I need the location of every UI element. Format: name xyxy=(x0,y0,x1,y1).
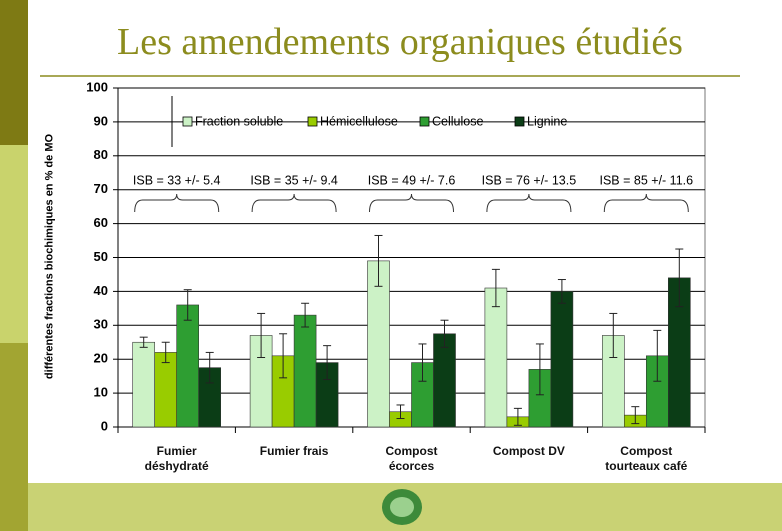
legend-label: Lignine xyxy=(527,114,567,128)
x-tick-label: Compost écorces xyxy=(385,444,438,473)
side-band xyxy=(0,343,28,531)
legend-swatch xyxy=(307,116,318,127)
bar xyxy=(176,304,199,428)
x-tick-label: Fumier déshydraté xyxy=(144,444,209,473)
side-band xyxy=(0,145,28,343)
y-tick-label: 50 xyxy=(94,249,108,264)
x-tick-label: Fumier frais xyxy=(259,444,329,458)
annotation: ISB = 85 +/- 11.6 xyxy=(600,173,694,187)
annotation: ISB = 49 +/- 7.6 xyxy=(368,173,456,187)
bar xyxy=(132,341,155,428)
y-tick-label: 100 xyxy=(86,79,108,94)
y-tick-label: 20 xyxy=(94,351,108,366)
brace xyxy=(486,193,572,213)
legend-label: Hémicellulose xyxy=(320,114,398,128)
annotation: ISB = 76 +/- 13.5 xyxy=(482,173,577,187)
y-tick-label: 40 xyxy=(94,283,108,298)
y-tick-label: 0 xyxy=(101,418,108,433)
annotation: ISB = 35 +/- 9.4 xyxy=(250,173,338,187)
brace xyxy=(251,193,337,213)
y-tick-label: 90 xyxy=(94,113,108,128)
legend-label: Fraction soluble xyxy=(195,114,283,128)
brace xyxy=(134,193,220,213)
title: Les amendements organiques étudiés xyxy=(117,21,683,63)
logo xyxy=(390,497,414,517)
y-tick-label: 70 xyxy=(94,181,108,196)
y-tick-label: 10 xyxy=(94,385,108,400)
legend-label: Cellulose xyxy=(432,114,483,128)
x-tick-label: Compost DV xyxy=(492,444,565,458)
x-tick-label: Compost tourteaux café xyxy=(605,444,688,473)
annotation: ISB = 33 +/- 5.4 xyxy=(133,173,221,187)
legend-swatch xyxy=(419,116,430,127)
y-tick-label: 30 xyxy=(94,317,108,332)
legend-swatch xyxy=(514,116,525,127)
bar xyxy=(550,291,574,428)
bar xyxy=(484,287,508,428)
brace xyxy=(369,193,454,213)
y-tick-label: 80 xyxy=(94,147,108,162)
side-band xyxy=(0,0,28,145)
y-axis-label: différentes fractions biochimiques en % … xyxy=(43,133,56,380)
y-tick-label: 60 xyxy=(94,215,108,230)
legend-swatch xyxy=(182,116,193,127)
bar xyxy=(154,352,177,428)
bar xyxy=(293,314,317,428)
brace xyxy=(603,193,689,213)
